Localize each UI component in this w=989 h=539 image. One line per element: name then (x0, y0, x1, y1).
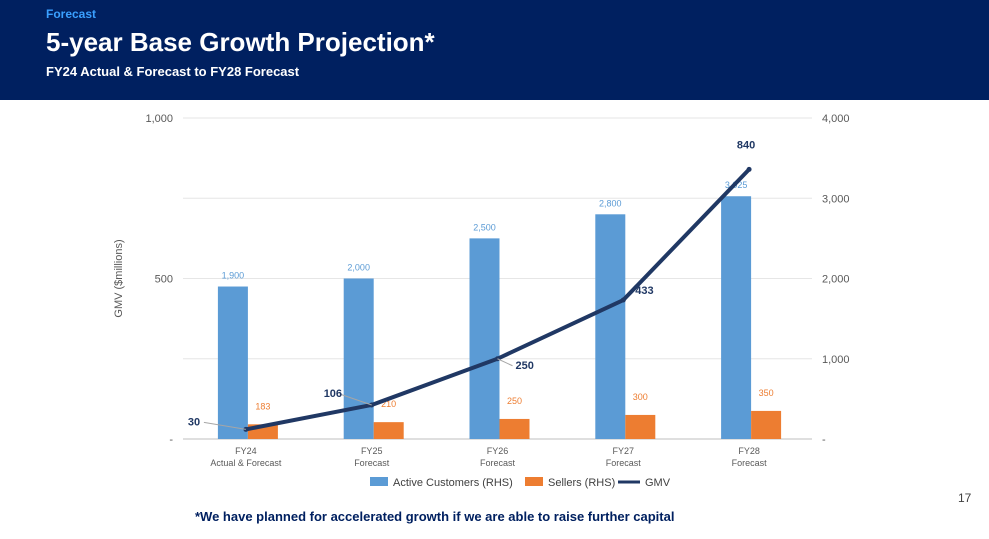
gmv-leader-line (203, 421, 246, 430)
data-label-active-customers: 2,000 (347, 263, 370, 273)
header-banner: Forecast 5-year Base Growth Projection* … (0, 0, 989, 100)
data-label-gmv: 106 (324, 388, 342, 400)
data-label-active-customers: 1,900 (222, 271, 245, 281)
bar-sellers (499, 418, 530, 439)
bar-active-customers (469, 238, 500, 439)
y-axis-tick-label: 1,000 (145, 113, 173, 125)
x-axis-category-label: FY24 (235, 446, 257, 456)
y-axis-tick-label: - (169, 434, 173, 446)
bar-active-customers (721, 196, 752, 439)
gmv-leader-line (339, 393, 372, 406)
x-axis-category-label: FY26 (487, 446, 509, 456)
y-axis-tick-label: 500 (155, 274, 173, 286)
x-axis-category-label: FY25 (361, 446, 383, 456)
data-label-sellers: 250 (507, 396, 522, 406)
data-label-sellers: 183 (255, 401, 270, 411)
bar-active-customers (217, 286, 248, 439)
data-label-sellers: 210 (381, 399, 396, 409)
y2-axis-tick-label: 2,000 (822, 274, 850, 286)
data-label-gmv: 840 (737, 139, 755, 151)
y2-axis-tick-label: - (822, 434, 826, 446)
x-axis-category-label: FY28 (738, 446, 760, 456)
page-number: 17 (958, 491, 972, 505)
x-axis-category-sublabel: Forecast (480, 458, 516, 468)
legend-label-sellers: Sellers (RHS) (548, 477, 615, 489)
bar-sellers (751, 410, 782, 439)
y2-axis-tick-label: 3,000 (822, 193, 850, 205)
page-subtitle: FY24 Actual & Forecast to FY28 Forecast (46, 64, 300, 79)
bar-active-customers (343, 278, 374, 439)
legend-swatch-active-customers (370, 477, 388, 486)
legend-label-active-customers: Active Customers (RHS) (393, 477, 513, 489)
growth-chart: - 500 1,000 - 1,000 2,000 3,000 4,000 GMV ($mill… (113, 113, 850, 489)
bar-active-customers (595, 214, 626, 439)
gmv-point (746, 166, 752, 172)
legend-label-gmv: GMV (645, 477, 671, 489)
page-title: 5-year Base Growth Projection* (46, 27, 435, 57)
x-axis-category-sublabel: Forecast (606, 458, 642, 468)
y2-axis-tick-label: 4,000 (822, 113, 850, 125)
x-axis-category-sublabel: Forecast (354, 458, 390, 468)
x-axis-category-label: FY27 (613, 446, 635, 456)
data-label-sellers: 350 (759, 388, 774, 398)
data-label-active-customers: 2,800 (599, 198, 622, 208)
footnote: *We have planned for accelerated growth … (195, 509, 675, 524)
legend-swatch-sellers (525, 477, 543, 486)
bar-sellers (373, 422, 404, 439)
x-axis-category-sublabel: Forecast (732, 458, 768, 468)
y2-axis-tick-label: 1,000 (822, 354, 850, 366)
section-label: Forecast (46, 7, 97, 21)
data-label-gmv: 250 (516, 360, 534, 372)
gmv-point (620, 297, 626, 303)
x-axis-category-sublabel: Actual & Forecast (210, 458, 282, 468)
bar-sellers (625, 414, 656, 439)
data-label-gmv: 30 (188, 416, 200, 428)
gmv-leader-line (497, 358, 513, 367)
data-label-gmv: 433 (635, 285, 653, 297)
y-axis-title: GMV ($millions) (113, 239, 125, 317)
data-label-active-customers: 2,500 (473, 222, 496, 232)
data-label-sellers: 300 (633, 392, 648, 402)
